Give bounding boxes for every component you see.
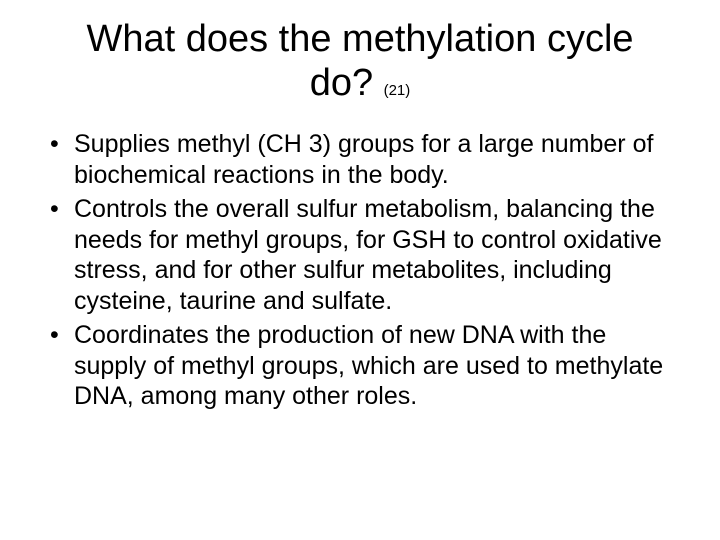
list-item: Supplies methyl (CH 3) groups for a larg… <box>46 129 678 190</box>
slide: What does the methylation cycle do? (21)… <box>0 0 720 540</box>
slide-title-ref: (21) <box>384 82 411 99</box>
title-block: What does the methylation cycle do? (21) <box>60 18 660 105</box>
list-item: Coordinates the production of new DNA wi… <box>46 320 678 412</box>
slide-title: What does the methylation cycle do? <box>86 18 633 104</box>
list-item: Controls the overall sulfur metabolism, … <box>46 194 678 316</box>
bullet-list: Supplies methyl (CH 3) groups for a larg… <box>36 129 684 412</box>
